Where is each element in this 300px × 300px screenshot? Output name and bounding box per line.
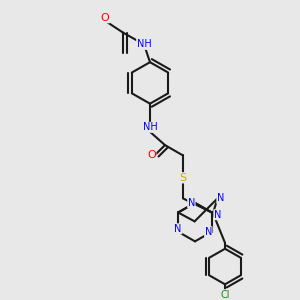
- Text: N: N: [174, 224, 182, 234]
- Text: O: O: [100, 13, 109, 23]
- Text: NH: NH: [136, 39, 152, 50]
- Text: O: O: [147, 151, 156, 160]
- Text: N: N: [205, 227, 212, 237]
- Text: N: N: [188, 198, 195, 208]
- Text: S: S: [179, 173, 187, 183]
- Text: NH: NH: [142, 122, 158, 132]
- Text: N: N: [214, 210, 221, 220]
- Text: N: N: [217, 194, 224, 203]
- Text: Cl: Cl: [220, 290, 230, 300]
